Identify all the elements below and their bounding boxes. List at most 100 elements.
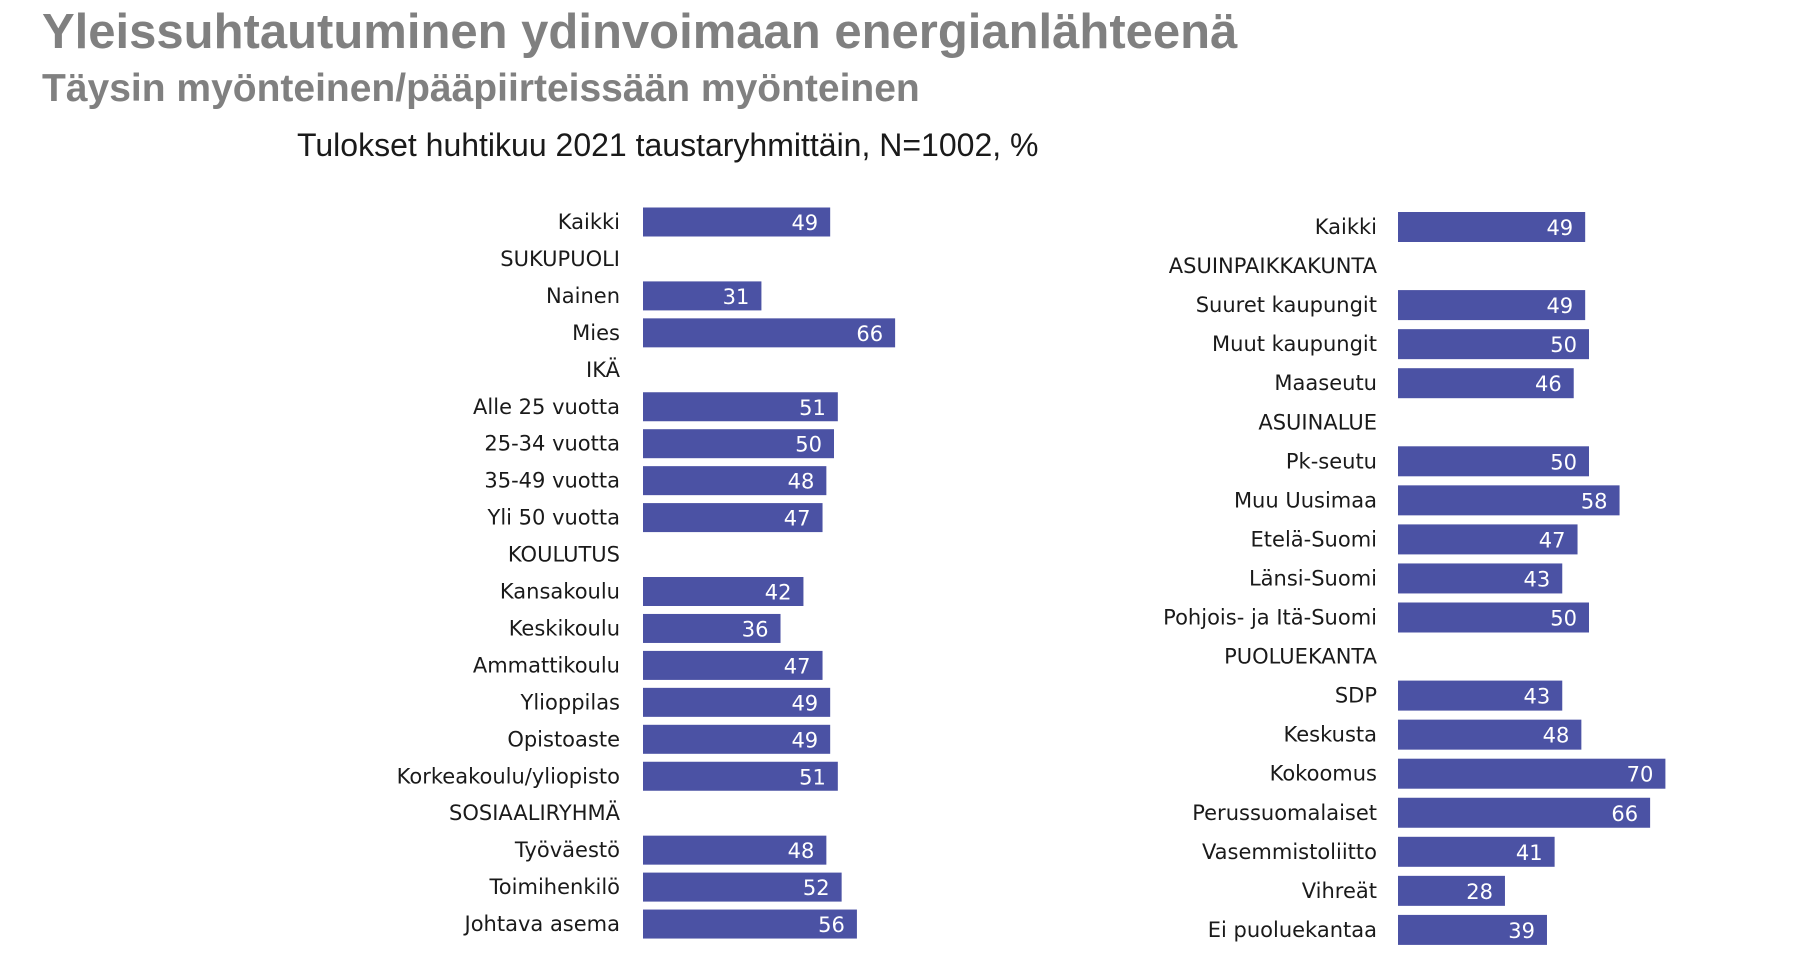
group-header-label: PUOLUEKANTA — [1224, 645, 1378, 669]
category-label: Pohjois- ja Itä-Suomi — [1163, 606, 1377, 630]
bar-value-label: 47 — [784, 507, 811, 531]
bar — [643, 761, 838, 791]
bar — [643, 613, 781, 643]
bar — [643, 577, 804, 606]
bar-value-label: 43 — [1524, 685, 1551, 709]
bar-value-label: 50 — [1550, 333, 1577, 357]
category-label: Toimihenkilö — [489, 875, 620, 899]
bar-value-label: 42 — [765, 581, 792, 605]
bar — [643, 650, 823, 680]
category-label: Ei puoluekantaa — [1208, 918, 1377, 942]
category-label: Muu Uusimaa — [1234, 488, 1377, 512]
bar — [1398, 485, 1620, 516]
category-label: Länsi-Suomi — [1249, 566, 1377, 590]
group-header-label: KOULUTUS — [508, 543, 620, 567]
group-header-label: SOSIAALIRYHMÄ — [449, 800, 621, 825]
bar — [1398, 914, 1547, 945]
bar — [643, 687, 831, 717]
category-label: 35-49 vuotta — [484, 469, 620, 493]
category-label: Ylioppilas — [520, 690, 620, 714]
bar — [1398, 680, 1563, 711]
bar-value-label: 49 — [1546, 294, 1573, 318]
category-label: Keskikoulu — [509, 616, 620, 640]
chart-subtitle: Täysin myönteinen/pääpiirteissään myönte… — [42, 67, 920, 110]
chart-title: Yleissuhtautuminen ydinvoimaan energianl… — [42, 5, 1238, 59]
bar — [643, 835, 827, 865]
bar — [643, 872, 842, 902]
bar-value-label: 47 — [1539, 528, 1566, 552]
bar-value-label: 49 — [1546, 216, 1573, 240]
bar — [643, 318, 896, 348]
category-label: Kaikki — [558, 210, 620, 234]
bar-value-label: 51 — [799, 396, 826, 420]
bar — [1398, 329, 1589, 360]
category-label: Alle 25 vuotta — [473, 395, 620, 419]
bar-value-label: 28 — [1466, 880, 1493, 904]
category-label: Etelä-Suomi — [1251, 527, 1377, 551]
category-label: Keskusta — [1284, 723, 1377, 747]
group-header-label: SUKUPUOLI — [500, 247, 620, 271]
bar — [643, 724, 831, 754]
group-header-label: ASUINALUE — [1258, 410, 1377, 434]
bar-value-label: 52 — [803, 876, 830, 900]
bar — [643, 392, 838, 422]
category-label: Vihreät — [1302, 879, 1377, 903]
bar-value-label: 50 — [1550, 607, 1577, 631]
bar-value-label: 48 — [788, 470, 815, 494]
chart-panel-2: Kaikki 49 ASUINPAIKKAKUNTA Suuret kaupungit… — [1163, 212, 1666, 945]
category-label: Nainen — [546, 284, 620, 308]
bar — [643, 207, 831, 237]
bar-value-label: 31 — [723, 285, 750, 309]
bar — [643, 909, 857, 939]
category-label: Korkeakoulu/yliopisto — [397, 764, 620, 788]
category-label: Perussuomalaiset — [1192, 801, 1377, 825]
bar — [1398, 563, 1563, 594]
category-label: Johtava asema — [463, 912, 620, 936]
bar-value-label: 58 — [1581, 489, 1608, 513]
bar-value-label: 66 — [856, 322, 883, 346]
category-label: Kokoomus — [1270, 762, 1377, 786]
bar-value-label: 51 — [799, 765, 826, 789]
bar — [1398, 836, 1555, 867]
bar — [1398, 719, 1582, 750]
category-label: Työväestö — [514, 838, 620, 862]
bar-value-label: 56 — [818, 913, 845, 937]
category-label: Kansakoulu — [500, 580, 620, 604]
bar — [1398, 602, 1589, 633]
bar-value-label: 66 — [1611, 802, 1638, 826]
category-label: Kaikki — [1315, 215, 1377, 239]
bar-value-label: 43 — [1524, 567, 1551, 591]
category-label: Muut kaupungit — [1212, 332, 1377, 356]
bar-value-label: 50 — [795, 433, 822, 457]
bar-value-label: 49 — [791, 728, 818, 752]
bar — [1398, 290, 1586, 321]
category-label: Vasemmistoliitto — [1202, 840, 1377, 864]
bar — [643, 429, 834, 459]
bar-value-label: 49 — [791, 691, 818, 715]
bar — [1398, 212, 1586, 242]
bar — [1398, 524, 1578, 555]
bar-value-label: 50 — [1550, 450, 1577, 474]
bar — [1398, 758, 1666, 789]
bar-value-label: 48 — [788, 839, 815, 863]
bar — [643, 503, 823, 533]
group-header-label: IKÄ — [586, 357, 621, 382]
bar — [1398, 368, 1574, 399]
category-label: Maaseutu — [1274, 371, 1377, 395]
bar-value-label: 41 — [1516, 841, 1543, 865]
category-label: Opistoaste — [507, 727, 620, 751]
bar-value-label: 70 — [1627, 763, 1654, 787]
bar — [643, 466, 827, 496]
group-header-label: ASUINPAIKKAKUNTA — [1169, 254, 1378, 278]
category-label: Yli 50 vuotta — [487, 506, 621, 530]
bar — [1398, 446, 1589, 477]
chart-panel-1: Kaikki 49 SUKUPUOLI Nainen 31 Mies 66 IKÄ Alle 2… — [397, 207, 896, 939]
category-label: Mies — [572, 321, 620, 345]
bar-value-label: 39 — [1508, 919, 1535, 943]
category-label: Pk-seutu — [1286, 449, 1377, 473]
category-label: SDP — [1335, 684, 1377, 708]
bar-value-label: 36 — [742, 617, 769, 641]
chart-caption: Tulokset huhtikuu 2021 taustaryhmittäin,… — [297, 127, 1039, 163]
bar-value-label: 46 — [1535, 372, 1562, 396]
